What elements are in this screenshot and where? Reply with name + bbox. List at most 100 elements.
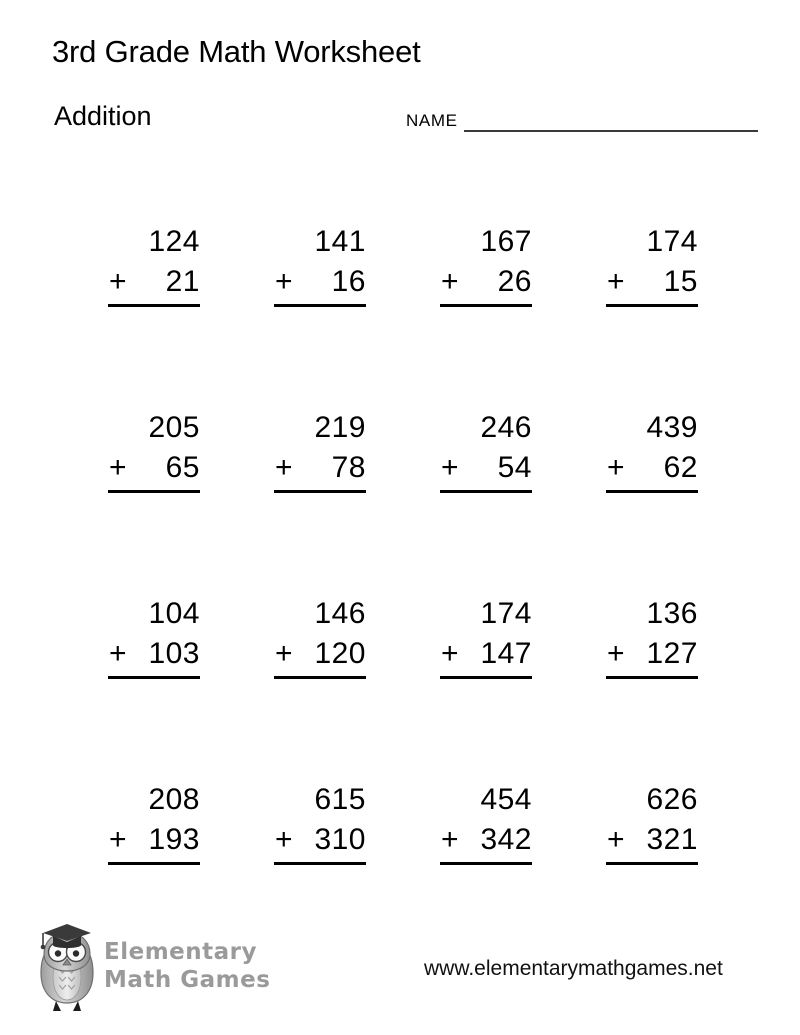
addend-bottom-row: +310 (274, 820, 366, 865)
addend-bottom: 16 (331, 265, 366, 298)
plus-sign-icon: + (441, 637, 460, 670)
addend-bottom: 342 (480, 823, 532, 856)
problem: 219 +78 (274, 408, 366, 493)
problem-cell: 146 +120 (196, 594, 366, 780)
problem: 454 +342 (440, 780, 532, 865)
addend-top: 124 (148, 225, 200, 258)
plus-sign-icon: + (607, 637, 626, 670)
problem: 205 +65 (108, 408, 200, 493)
plus-sign-icon: + (607, 823, 626, 856)
problem: 174 +147 (440, 594, 532, 679)
addend-bottom: 78 (331, 451, 366, 484)
addend-bottom-row: +321 (606, 820, 698, 865)
plus-sign-icon: + (441, 823, 460, 856)
problem-cell: 219 +78 (196, 408, 366, 594)
plus-sign-icon: + (109, 265, 128, 298)
addend-bottom-row: +54 (440, 448, 532, 493)
addend-bottom-row: +120 (274, 634, 366, 679)
plus-sign-icon: + (275, 823, 294, 856)
addend-bottom-row: +127 (606, 634, 698, 679)
problem: 136 +127 (606, 594, 698, 679)
problem: 174 +15 (606, 222, 698, 307)
problem-cell: 246 +54 (362, 408, 532, 594)
problem-cell: 615 +310 (196, 780, 366, 966)
addend-bottom: 310 (314, 823, 366, 856)
footer: Elementary Math Games (0, 915, 800, 1025)
problem-cell: 454 +342 (362, 780, 532, 966)
addend-top: 205 (148, 411, 200, 444)
addend-top: 141 (314, 225, 366, 258)
problem-row: 205 +65 219 +78 246 +54 439 +62 (0, 408, 800, 594)
addend-top: 167 (480, 225, 532, 258)
addend-top: 615 (314, 783, 366, 816)
plus-sign-icon: + (275, 451, 294, 484)
brand-logo: Elementary Math Games (36, 921, 270, 1011)
addend-top: 136 (646, 597, 698, 630)
problem-cell: 208 +193 (30, 780, 200, 966)
problem-cell: 136 +127 (528, 594, 698, 780)
addend-bottom: 103 (148, 637, 200, 670)
problem: 439 +62 (606, 408, 698, 493)
addend-bottom: 193 (148, 823, 200, 856)
addend-bottom: 62 (663, 451, 698, 484)
name-field[interactable]: NAME (406, 112, 758, 132)
problem: 141 +16 (274, 222, 366, 307)
addend-top: 146 (314, 597, 366, 630)
problem-row: 104 +103 146 +120 174 +147 136 +127 (0, 594, 800, 780)
plus-sign-icon: + (109, 823, 128, 856)
site-url: www.elementarymathgames.net (424, 957, 723, 980)
addend-bottom-row: +65 (108, 448, 200, 493)
addend-top: 104 (148, 597, 200, 630)
problem-cell: 174 +15 (528, 222, 698, 408)
addend-bottom: 120 (314, 637, 366, 670)
problem-cell: 205 +65 (30, 408, 200, 594)
problem-cell: 124 +21 (30, 222, 200, 408)
brand-line-1: Elementary (104, 939, 257, 965)
problem: 615 +310 (274, 780, 366, 865)
problem: 626 +321 (606, 780, 698, 865)
addend-bottom-row: +16 (274, 262, 366, 307)
problem-row: 208 +193 615 +310 454 +342 626 +321 (0, 780, 800, 966)
plus-sign-icon: + (109, 451, 128, 484)
page-title: 3rd Grade Math Worksheet (52, 34, 421, 69)
addend-top: 439 (646, 411, 698, 444)
addend-bottom: 21 (165, 265, 200, 298)
plus-sign-icon: + (275, 637, 294, 670)
addend-bottom: 15 (663, 265, 698, 298)
name-write-line[interactable] (463, 130, 758, 132)
addend-bottom: 65 (165, 451, 200, 484)
addend-bottom-row: +103 (108, 634, 200, 679)
problem-grid: 124 +21 141 +16 167 +26 174 +15 205 +65 219 +78 246 +… (0, 222, 800, 966)
plus-sign-icon: + (607, 451, 626, 484)
addend-bottom: 54 (497, 451, 532, 484)
plus-sign-icon: + (441, 265, 460, 298)
addend-bottom-row: +342 (440, 820, 532, 865)
problem: 167 +26 (440, 222, 532, 307)
problem: 124 +21 (108, 222, 200, 307)
problem-cell: 626 +321 (528, 780, 698, 966)
problem-cell: 174 +147 (362, 594, 532, 780)
brand-wordmark: Elementary Math Games (104, 938, 270, 994)
name-label: NAME (406, 111, 458, 130)
addend-top: 174 (480, 597, 532, 630)
addend-top: 219 (314, 411, 366, 444)
addend-bottom-row: +62 (606, 448, 698, 493)
addend-bottom-row: +78 (274, 448, 366, 493)
owl-graduate-icon (40, 924, 94, 1011)
problem-cell: 167 +26 (362, 222, 532, 408)
addend-bottom: 26 (497, 265, 532, 298)
problem: 246 +54 (440, 408, 532, 493)
addend-bottom-row: +26 (440, 262, 532, 307)
brand-line-2: Math Games (104, 967, 271, 993)
problem: 104 +103 (108, 594, 200, 679)
problem-cell: 439 +62 (528, 408, 698, 594)
addend-bottom: 127 (646, 637, 698, 670)
problem-cell: 141 +16 (196, 222, 366, 408)
addend-top: 454 (480, 783, 532, 816)
addend-top: 626 (646, 783, 698, 816)
problem: 208 +193 (108, 780, 200, 865)
problem: 146 +120 (274, 594, 366, 679)
addend-top: 174 (646, 225, 698, 258)
addend-top: 208 (148, 783, 200, 816)
addend-bottom: 321 (646, 823, 698, 856)
